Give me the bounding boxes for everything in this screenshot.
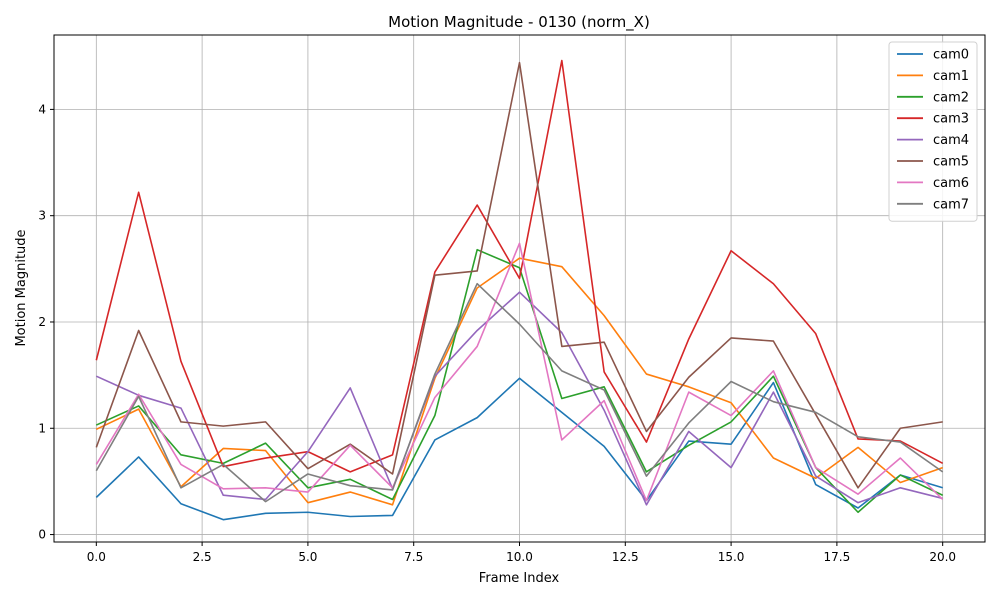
x-tick-label: 5.0: [298, 550, 317, 564]
legend-label-cam0: cam0: [933, 48, 969, 63]
legend: cam0 cam1 cam2 cam3 cam4 cam5 cam6 cam7: [888, 41, 978, 222]
chart-title: Motion Magnitude - 0130 (norm_X): [388, 13, 650, 32]
y-axis: 0 1 2 3 4: [38, 102, 54, 542]
series-line-cam1: [95, 257, 943, 506]
series-layer: [95, 59, 944, 521]
x-axis: 0.0 2.5 5.0 7.5 10.0 12.5 15.0 17.5 20.0: [87, 542, 956, 564]
x-tick-label: 0.0: [87, 550, 106, 564]
y-tick-label: 2: [38, 315, 46, 329]
legend-label-cam7: cam7: [933, 197, 969, 212]
series-line-cam6: [95, 242, 944, 502]
legend-label-cam2: cam2: [933, 90, 969, 105]
legend-label-cam5: cam5: [933, 155, 969, 170]
legend-label-cam1: cam1: [933, 69, 969, 84]
series-line-cam4: [95, 291, 943, 506]
x-tick-label: 17.5: [824, 550, 851, 564]
series-line-cam5: [95, 61, 943, 489]
legend-label-cam3: cam3: [933, 112, 969, 127]
x-tick-label: 7.5: [404, 550, 423, 564]
grid-lines: [54, 35, 985, 542]
x-tick-label: 2.5: [193, 550, 212, 564]
x-tick-label: 10.0: [506, 550, 533, 564]
x-tick-label: 20.0: [929, 550, 956, 564]
series-line-cam7: [95, 282, 944, 503]
legend-label-cam6: cam6: [933, 176, 969, 191]
legend-label-cam4: cam4: [933, 133, 969, 148]
x-tick-label: 15.0: [718, 550, 745, 564]
y-tick-label: 3: [38, 209, 46, 223]
y-tick-label: 0: [38, 528, 46, 542]
series-line-cam0: [95, 377, 943, 521]
x-axis-label: Frame Index: [479, 571, 560, 586]
legend-box: [888, 41, 978, 222]
y-tick-label: 4: [38, 102, 46, 116]
x-tick-label: 12.5: [612, 550, 639, 564]
y-tick-label: 1: [38, 421, 46, 435]
series-line-cam3: [95, 59, 944, 473]
y-axis-label: Motion Magnitude: [14, 229, 29, 346]
